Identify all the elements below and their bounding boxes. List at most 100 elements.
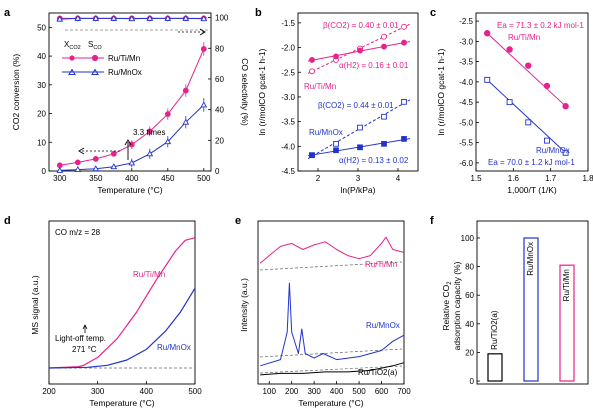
panel-c-ytick-label: -2.5 bbox=[459, 17, 473, 26]
panel-a-y2tick-label: 0 bbox=[215, 167, 220, 176]
panel-b-xtick-label: 4 bbox=[396, 174, 401, 183]
panel-c-label-ru-ti-mn: Ru/Ti/Mn bbox=[508, 33, 540, 42]
panel-a-y2tick-label: 60 bbox=[215, 75, 224, 84]
panel-f-frame bbox=[476, 220, 589, 385]
panel-b-ytick-label: -2.5 bbox=[281, 68, 295, 77]
panel-c-ytick-label: -3.5 bbox=[459, 58, 473, 67]
panel-d-line-1 bbox=[48, 287, 196, 369]
panel-a-point bbox=[110, 163, 118, 170]
panel-d-line-0 bbox=[48, 237, 196, 369]
panel-b-letter: b bbox=[255, 7, 262, 19]
panel-a-point bbox=[56, 166, 64, 173]
panel-a-y2tick-label: 20 bbox=[215, 136, 224, 145]
panel-b-series bbox=[307, 23, 411, 159]
panel-d-xlabel: Temperature (°C) bbox=[89, 398, 154, 408]
panel-b-xtick-label: 3 bbox=[356, 174, 361, 183]
panel-d-xtick-label: 300 bbox=[91, 387, 105, 396]
panel-d: d 200 300 400 500 CO m/z = 28 Light-off tem… bbox=[4, 215, 202, 408]
panel-f-bar-label-1: Ru/MnOx bbox=[526, 242, 535, 276]
panel-a-legend-label-1: Ru/Ti/Mn bbox=[108, 54, 140, 63]
panel-a-y2label: CO selectivity (%) bbox=[240, 58, 250, 126]
panel-d-frame bbox=[48, 220, 196, 385]
panel-a-ytick-label: 20 bbox=[37, 110, 46, 119]
panel-c-point bbox=[484, 30, 491, 37]
panel-e-xlabel: Temperature (°C) bbox=[298, 398, 363, 408]
panel-b-point bbox=[309, 68, 315, 75]
panel-b-point bbox=[401, 23, 407, 30]
panel-a-ytick-label: 30 bbox=[37, 81, 46, 90]
panel-a-xtick-label: 450 bbox=[161, 174, 175, 183]
panel-b-point bbox=[357, 124, 363, 131]
panel-b-ylabel: ln (r/molCO gcat-1 h-1) bbox=[257, 48, 267, 135]
panel-e-ticks: 100 200 300 400 500 600 700 bbox=[263, 381, 411, 396]
panel-c-frame bbox=[475, 12, 589, 172]
panel-b-point bbox=[309, 56, 315, 63]
panel-f-ytick-label: 80 bbox=[465, 263, 474, 272]
panel-d-label-ru-ti-mn: Ru/Ti/Mn bbox=[133, 270, 165, 279]
panel-a-point bbox=[74, 14, 82, 21]
panel-a-point bbox=[128, 141, 135, 148]
panel-b-ytick-label: -3.5 bbox=[281, 118, 295, 127]
panel-d-ylabel: MS signal (a.u.) bbox=[30, 275, 40, 335]
panel-c-ytick-label: -4.5 bbox=[459, 98, 473, 107]
panel-a-legend-ru-mnox: Ru/MnOx bbox=[62, 68, 142, 77]
panel-c-annotation-1: Ea = 71.3 ± 0.2 kJ mol-1 bbox=[497, 21, 584, 30]
panel-a-point bbox=[200, 46, 207, 52]
panel-a-xtick-label: 400 bbox=[125, 174, 139, 183]
panel-a-point bbox=[56, 15, 64, 22]
panel-a-frame bbox=[48, 12, 212, 172]
panel-b-annotation-1: β(CO2) = 0.40 ± 0.01 bbox=[323, 21, 399, 30]
panel-b-ytick-label: -1.5 bbox=[281, 19, 295, 28]
panel-c-point bbox=[525, 119, 532, 126]
panel-f-ylabel-2: adsorption capacity (%) bbox=[452, 261, 462, 350]
panel-a-xtick-label: 350 bbox=[89, 174, 103, 183]
panel-f-ytick-label: 20 bbox=[465, 348, 474, 357]
panel-e-label-ru-ti-mn: Ru/Ti/Mn bbox=[365, 260, 397, 269]
panel-a-point bbox=[182, 14, 190, 21]
panel-e-xtick-label: 100 bbox=[263, 387, 277, 396]
panel-a-point bbox=[128, 15, 136, 22]
panel-e-line-2 bbox=[260, 362, 405, 376]
panel-f: f 0 20 40 60 80 100 Ru/TiO2(a) Ru/MnOx Ru/Ti/Mn… bbox=[430, 215, 589, 386]
panel-a-xlabel: Temperature (°C) bbox=[97, 185, 162, 195]
panel-c-letter: c bbox=[430, 7, 436, 19]
panel-d-letter: d bbox=[4, 215, 11, 227]
panel-d-annotation-co: CO m/z = 28 bbox=[55, 228, 101, 237]
panel-c-ticks: 1.5 1.6 1.7 1.8 -2.5 -3.0 -3.5 -4.0 -4.5 -5.0 -5.5… bbox=[459, 17, 593, 183]
panel-f-bar-0 bbox=[487, 353, 503, 382]
panel-c-ytick-label: -5.5 bbox=[459, 139, 473, 148]
panel-e-baseline-3 bbox=[259, 365, 403, 374]
panel-b-point bbox=[381, 43, 387, 50]
panel-a-point bbox=[74, 159, 81, 166]
panel-c-annotation-2: Ea = 70.0 ± 1.2 kJ mol-1 bbox=[488, 158, 575, 167]
panel-b-point bbox=[357, 47, 363, 54]
panel-b-point bbox=[333, 147, 339, 154]
panel-b-point bbox=[401, 136, 407, 142]
panel-f-bar-label-0: Ru/TiO2(a) bbox=[490, 310, 499, 350]
panel-e-xtick-label: 300 bbox=[307, 387, 321, 396]
panel-c-xlabel: 1,000/T (1/K) bbox=[507, 185, 557, 195]
panel-a-point bbox=[128, 159, 136, 166]
panel-a-point bbox=[146, 14, 154, 21]
panel-c-point bbox=[506, 99, 513, 106]
panel-e-frame bbox=[257, 220, 405, 385]
panel-d-series bbox=[48, 237, 196, 369]
panel-a-point bbox=[146, 128, 153, 135]
panel-f-ytick-label: 100 bbox=[461, 234, 475, 243]
panel-d-xtick-label: 400 bbox=[140, 387, 154, 396]
panel-a-xtick-label: 500 bbox=[197, 174, 211, 183]
panel-a-ytick-label: 40 bbox=[37, 52, 46, 61]
panel-e-ylabel: Intensity (a.u.) bbox=[239, 278, 249, 332]
panel-c-point bbox=[525, 62, 532, 69]
panel-e-letter: e bbox=[235, 215, 241, 227]
panel-b-ytick-label: -4.5 bbox=[281, 167, 295, 176]
panel-d-xtick-label: 200 bbox=[42, 387, 56, 396]
panel-a-y2tick-label: 80 bbox=[215, 44, 224, 53]
panel-a-point bbox=[110, 150, 117, 157]
panel-b-xtick-label: 2 bbox=[316, 174, 321, 183]
panel-c-xtick-label: 1.5 bbox=[470, 174, 482, 183]
panel-d-label-ru-mnox: Ru/MnOx bbox=[157, 343, 191, 352]
panel-b-annotation-4: α(H2) = 0.13 ± 0.02 bbox=[339, 156, 409, 165]
